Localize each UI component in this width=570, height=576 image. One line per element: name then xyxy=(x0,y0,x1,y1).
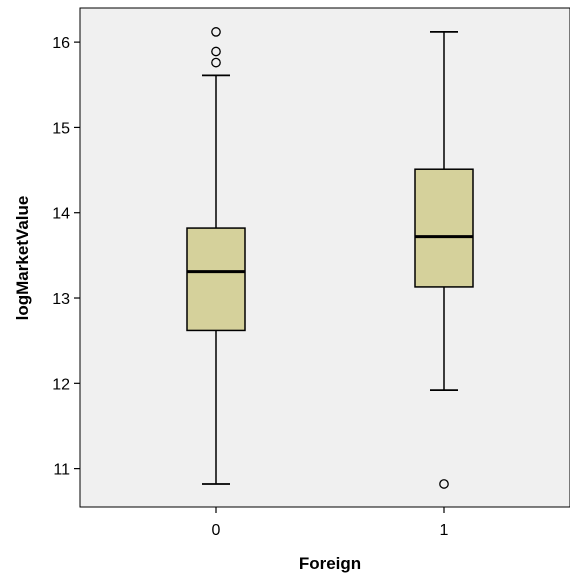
y-tick-label: 15 xyxy=(52,120,70,137)
outlier-point xyxy=(211,57,221,68)
x-axis-title: Foreign xyxy=(299,554,361,573)
iqr-box xyxy=(186,227,246,332)
y-tick-label: 13 xyxy=(52,291,70,308)
y-axis-title: logMarketValue xyxy=(13,196,32,321)
boxes-layer xyxy=(186,27,474,489)
plot-area xyxy=(79,7,570,508)
outlier-point xyxy=(211,27,221,37)
y-tick-label: 12 xyxy=(52,376,70,393)
iqr-box xyxy=(414,168,474,288)
y-tick-label: 11 xyxy=(53,462,70,479)
x-tick-label: 1 xyxy=(440,522,449,539)
outlier-point xyxy=(211,46,221,57)
y-tick-label: 14 xyxy=(52,206,70,223)
y-tick-label: 16 xyxy=(52,35,70,52)
y-axis: 11 12 13 14 15 16 xyxy=(52,35,80,479)
outlier-point xyxy=(439,479,449,489)
box-group-1 xyxy=(414,30,474,489)
x-tick-label: 0 xyxy=(212,522,221,539)
box-group-0 xyxy=(186,27,246,485)
